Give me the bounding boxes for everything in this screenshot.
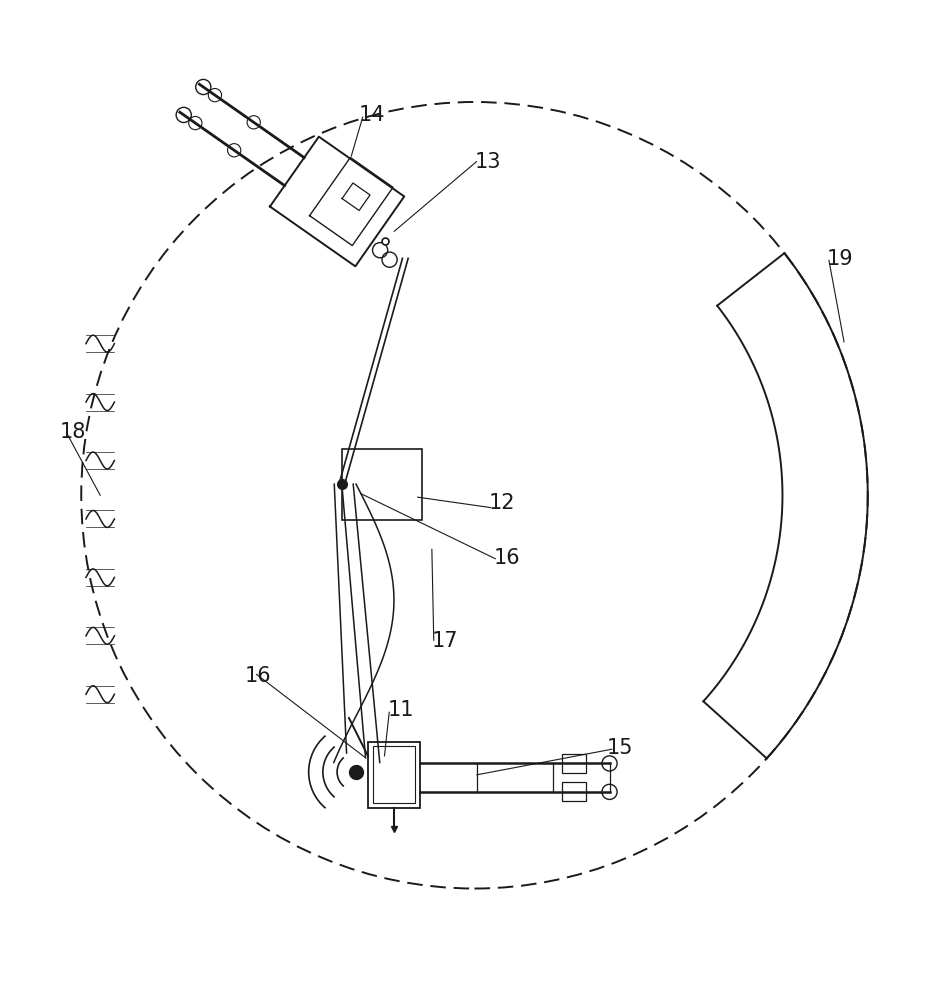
Bar	[368, 742, 420, 808]
Bar	[342, 449, 422, 520]
Text: 11: 11	[387, 700, 414, 720]
Text: 12: 12	[489, 493, 515, 513]
Bar	[562, 754, 586, 773]
Text: 16: 16	[493, 548, 520, 568]
Text: 14: 14	[359, 105, 385, 125]
Text: 15: 15	[607, 738, 634, 758]
Text: 16: 16	[245, 666, 271, 686]
Text: 19: 19	[827, 249, 854, 269]
Text: 17: 17	[432, 631, 458, 651]
Text: 13: 13	[474, 152, 501, 172]
Bar	[562, 782, 586, 801]
Text: 18: 18	[60, 422, 85, 442]
Bar	[373, 746, 416, 803]
